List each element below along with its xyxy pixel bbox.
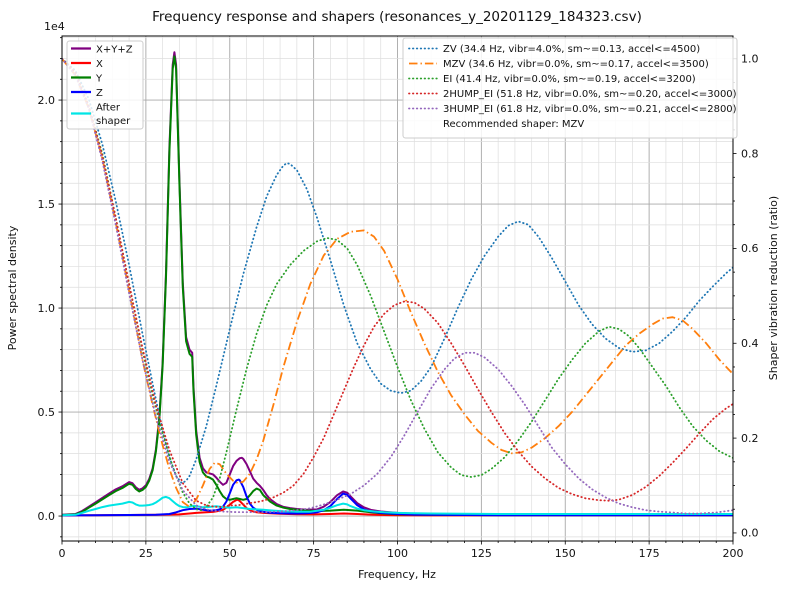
legend-recommended-shaper: Recommended shaper: MZV (443, 119, 584, 130)
series-x-y-z (62, 51, 733, 516)
y-left-tick-label: 1.0 (38, 302, 56, 315)
series-2hump-ei (62, 57, 733, 508)
legend-label-zv: ZV (34.4 Hz, vibr=4.0%, sm~=0.13, accel<… (443, 44, 700, 55)
series-3hump-ei (62, 57, 733, 515)
legend-label-after-shaper: shaper (96, 116, 131, 127)
x-axis-label: Frequency, Hz (358, 568, 436, 581)
axes-layer: 0 25 50 75 100 125 150 175 200 0.0 0.5 1.0 1.5 2.0 0.0… (38, 35, 759, 560)
y-right-tick-label: 0.2 (741, 432, 759, 445)
legend-shapers-box (402, 37, 738, 139)
x-tick-label: 200 (723, 547, 744, 560)
y-right-tick-label: 0.8 (741, 147, 759, 160)
series-x (62, 498, 733, 517)
y-left-tick-label: 1.5 (38, 198, 56, 211)
x-tick-label: 50 (223, 547, 237, 560)
legends-layer: X+Y+Z XYZ After shaper ZV (34.4 Hz, vibr=4.0… (66, 37, 738, 139)
y-left-axis-label: Power spectral density (6, 225, 19, 350)
legend-label-ei: EI (41.4 Hz, vibr=0.0%, sm~=0.19, accel<… (443, 74, 696, 85)
legend-label-xyz: X+Y+Z (96, 45, 133, 56)
x-tick-label: 100 (387, 547, 408, 560)
x-tick-label: 150 (555, 547, 576, 560)
series-mzv (62, 58, 733, 508)
y-left-tick-label: 0.0 (38, 510, 56, 523)
legend-label-z: Z (96, 88, 103, 99)
legend-label-2hump_ei: 2HUMP_EI (51.8 Hz, vibr=0.0%, sm~=0.20, … (443, 89, 737, 100)
y-right-tick-label: 0.6 (741, 242, 759, 255)
legend-label-y: Y (95, 74, 103, 85)
y-right-tick-label: 0.4 (741, 337, 759, 350)
x-tick-label: 175 (639, 547, 660, 560)
chart-title: Frequency response and shapers (resonanc… (152, 9, 642, 25)
legend-label-mzv: MZV (34.6 Hz, vibr=0.0%, sm~=0.17, accel… (443, 59, 709, 70)
legend-label-after-shaper: After (96, 103, 121, 114)
x-tick-label: 75 (307, 547, 321, 560)
series-layer (62, 51, 733, 517)
y-axis-offset-label: 1e4 (44, 20, 65, 33)
x-tick-label: 125 (471, 547, 492, 560)
y-right-tick-label: 1.0 (741, 53, 759, 66)
legend-label-3hump_ei: 3HUMP_EI (61.8 Hz, vibr=0.0%, sm~=0.21, … (443, 104, 737, 115)
x-tick-label: 0 (59, 547, 66, 560)
legend-label-x: X (96, 59, 103, 70)
y-left-tick-label: 0.5 (38, 406, 56, 419)
y-right-axis-label: Shaper vibration reduction (ratio) (767, 196, 780, 380)
y-right-tick-label: 0.0 (741, 527, 759, 540)
y-left-tick-label: 2.0 (38, 94, 56, 107)
x-tick-label: 25 (139, 547, 153, 560)
